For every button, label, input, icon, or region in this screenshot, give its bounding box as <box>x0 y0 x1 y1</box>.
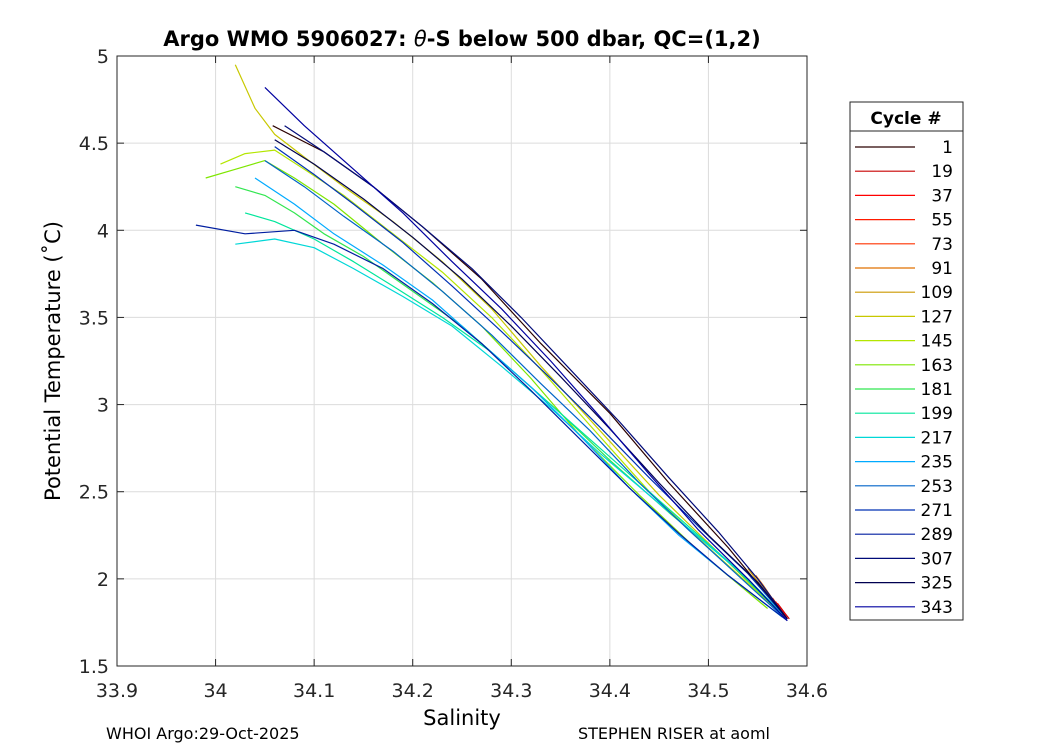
legend-label-181: 181 <box>921 380 953 400</box>
legend-items: 1 19 37 55 73 91 109 127 145 163 181 199 217 235 253 27… <box>855 138 953 618</box>
plot-area: 33.9 34 34.1 34.2 34.3 34.4 34.5 34.6 1.5 2 2.5 3 3.… <box>79 46 828 702</box>
legend-label-145: 145 <box>921 332 953 352</box>
legend-label-325: 325 <box>921 574 953 594</box>
y-tick-label: 5 <box>97 46 109 68</box>
legend-label-109: 109 <box>921 283 953 303</box>
series-line-cycle-235 <box>254 177 783 618</box>
x-tick-label: 34.4 <box>589 680 631 702</box>
legend-label-289: 289 <box>921 525 953 545</box>
legend-label-235: 235 <box>921 453 953 473</box>
legend-label-55: 55 <box>931 211 953 231</box>
axes-background <box>117 56 807 666</box>
axes-frame <box>116 55 808 667</box>
legend-label-343: 343 <box>921 598 953 618</box>
legend-label-217: 217 <box>921 428 953 448</box>
chart-title: Argo WMO 5906027: θ-S below 500 dbar, QC… <box>163 27 760 51</box>
legend-label-1: 1 <box>942 138 953 158</box>
x-tick-label: 34 <box>203 680 227 702</box>
series-line-cycle-325 <box>274 139 788 620</box>
footer-left-credit: WHOI Argo:29-Oct-2025 <box>106 724 300 743</box>
y-tick-label: 3.5 <box>79 307 109 329</box>
y-tick-label: 4.5 <box>79 133 109 155</box>
legend-label-253: 253 <box>921 477 953 497</box>
series-line-cycle-289 <box>195 224 788 622</box>
x-tick-label: 34.5 <box>687 680 729 702</box>
series-line-cycle-217 <box>235 238 783 615</box>
y-tick-label: 1.5 <box>79 656 109 678</box>
y-tick-label: 3 <box>97 395 109 417</box>
y-axis-label: Potential Temperature (˚C) <box>41 221 65 501</box>
x-tick-label: 34.1 <box>293 680 335 702</box>
series-line-cycle-343 <box>264 86 788 622</box>
series-line-cycle-19 <box>776 602 790 620</box>
legend-title: Cycle # <box>870 109 941 129</box>
y-tick-label: 2.5 <box>79 482 109 504</box>
legend-label-19: 19 <box>931 162 953 182</box>
legend: Cycle # 1 19 37 55 73 91 109 127 145 163 181 199 217… <box>849 101 964 621</box>
axis-ticks: 33.9 34 34.1 34.2 34.3 34.4 34.5 34.6 1.5 2 2.5 3 3.… <box>79 46 828 702</box>
legend-label-73: 73 <box>931 235 953 255</box>
x-tick-label: 34.2 <box>392 680 434 702</box>
legend-label-37: 37 <box>931 186 953 206</box>
x-axis-label: Salinity <box>423 706 501 730</box>
legend-label-163: 163 <box>921 356 953 376</box>
legend-label-199: 199 <box>921 404 953 424</box>
legend-label-271: 271 <box>921 501 953 521</box>
x-tick-label: 33.9 <box>96 680 138 702</box>
footer-right-credit: STEPHEN RISER at aoml <box>578 724 770 743</box>
series-line-cycle-307 <box>284 125 788 620</box>
legend-label-127: 127 <box>921 307 953 327</box>
series-layer <box>195 64 790 622</box>
x-tick-label: 34.6 <box>786 680 828 702</box>
x-tick-label: 34.3 <box>490 680 532 702</box>
series-line-cycle-253 <box>264 160 786 620</box>
legend-label-91: 91 <box>931 259 953 279</box>
legend-label-307: 307 <box>921 549 953 569</box>
y-tick-label: 2 <box>97 569 109 591</box>
y-tick-label: 4 <box>97 220 109 242</box>
